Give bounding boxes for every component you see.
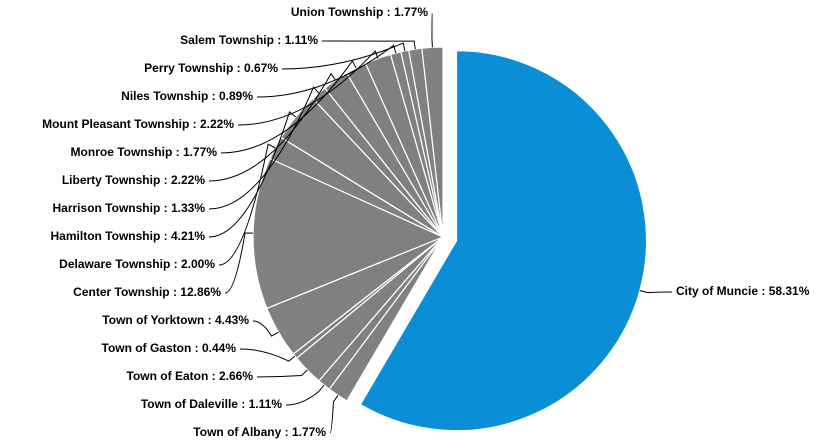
label-separator: : xyxy=(204,313,215,327)
slice-label: Town of Daleville : 1.11% xyxy=(141,397,282,411)
slice-value: 0.67% xyxy=(244,61,278,75)
leader-line xyxy=(237,50,379,126)
label-separator: : xyxy=(189,117,200,131)
slice-name: Delaware Township xyxy=(59,257,170,271)
slice-label: Mount Pleasant Township : 2.22% xyxy=(42,117,234,131)
slice-value: 2.22% xyxy=(171,173,205,187)
slice-value: 1.77% xyxy=(394,5,428,19)
leader-line xyxy=(220,59,357,154)
slice-name: Harrison Township xyxy=(53,201,161,215)
slice-name: Perry Township xyxy=(144,61,233,75)
slice-label: Salem Township : 1.11% xyxy=(180,33,318,47)
label-separator: : xyxy=(160,201,171,215)
slice-label: Monroe Township : 1.77% xyxy=(71,145,218,159)
leader-line xyxy=(208,86,320,210)
label-separator: : xyxy=(160,173,171,187)
leader-line xyxy=(256,369,308,378)
slice-name: Town of Gaston xyxy=(102,341,192,355)
slice-name: Salem Township xyxy=(180,33,274,47)
leader-line xyxy=(224,232,254,294)
leader-line xyxy=(239,348,296,362)
label-separator: : xyxy=(274,33,285,47)
slice-name: Town of Albany xyxy=(193,425,281,439)
slice-name: Mount Pleasant Township xyxy=(42,117,189,131)
slice-value: 0.89% xyxy=(219,89,253,103)
slice-name: Town of Eaton xyxy=(127,369,209,383)
leader-line xyxy=(208,111,297,238)
label-separator: : xyxy=(170,257,181,271)
leader-line xyxy=(252,320,279,337)
label-separator: : xyxy=(170,285,181,299)
slice-name: Liberty Township xyxy=(62,173,160,187)
slice-label: Town of Gaston : 0.44% xyxy=(102,341,237,355)
label-separator: : xyxy=(383,5,394,19)
slice-label: City of Muncie : 58.31% xyxy=(676,284,810,298)
slice-value: 2.00% xyxy=(181,257,215,271)
leader-line xyxy=(281,42,406,70)
slice-label: Hamilton Township : 4.21% xyxy=(51,229,206,243)
slice-label: Union Township : 1.77% xyxy=(291,5,428,19)
pie-slice xyxy=(421,46,444,238)
slice-value: 1.11% xyxy=(285,33,319,47)
slice-label: Harrison Township : 1.33% xyxy=(53,201,206,215)
label-separator: : xyxy=(233,61,244,75)
leader-line xyxy=(208,72,337,182)
slice-label: Niles Township : 0.89% xyxy=(121,89,253,103)
leader-line xyxy=(218,143,276,266)
slice-name: Monroe Township xyxy=(71,145,173,159)
label-separator: : xyxy=(208,89,219,103)
slice-value: 1.33% xyxy=(171,201,205,215)
label-separator: : xyxy=(758,284,769,298)
leader-line xyxy=(639,290,673,294)
label-separator: : xyxy=(281,425,292,439)
slice-value: 2.66% xyxy=(219,369,253,383)
slice-label: Town of Eaton : 2.66% xyxy=(127,369,254,383)
slice-name: Union Township xyxy=(291,5,383,19)
slice-name: Center Township xyxy=(73,285,169,299)
slice-value: 4.21% xyxy=(171,229,205,243)
slice-name: Hamilton Township xyxy=(51,229,161,243)
slice-value: 0.44% xyxy=(202,341,236,355)
leader-line xyxy=(329,394,339,434)
slice-value: 4.43% xyxy=(215,313,249,327)
slice-label: Delaware Township : 2.00% xyxy=(59,257,215,271)
label-separator: : xyxy=(208,369,219,383)
label-separator: : xyxy=(160,229,171,243)
slice-value: 12.86% xyxy=(180,285,221,299)
label-separator: : xyxy=(172,145,183,159)
slice-name: City of Muncie xyxy=(676,284,758,298)
leader-line xyxy=(321,40,416,50)
slice-label: Perry Township : 0.67% xyxy=(144,61,278,75)
slice-name: Town of Daleville xyxy=(141,397,238,411)
slice-label: Center Township : 12.86% xyxy=(73,285,221,299)
slice-value: 1.77% xyxy=(292,425,326,439)
slice-label: Liberty Township : 2.22% xyxy=(62,173,205,187)
slice-label: Town of Yorktown : 4.43% xyxy=(102,313,249,327)
slice-value: 58.31% xyxy=(769,284,810,298)
slice-value: 1.11% xyxy=(249,397,283,411)
slice-value: 2.22% xyxy=(200,117,234,131)
leader-line xyxy=(256,44,397,98)
pie-slice xyxy=(359,50,648,432)
slice-label: Town of Albany : 1.77% xyxy=(193,425,326,439)
label-separator: : xyxy=(191,341,202,355)
leader-line xyxy=(285,384,325,406)
slice-name: Niles Township xyxy=(121,89,208,103)
label-separator: : xyxy=(238,397,249,411)
slice-name: Town of Yorktown xyxy=(102,313,204,327)
slice-value: 1.77% xyxy=(183,145,217,159)
pie-slice xyxy=(252,157,445,310)
